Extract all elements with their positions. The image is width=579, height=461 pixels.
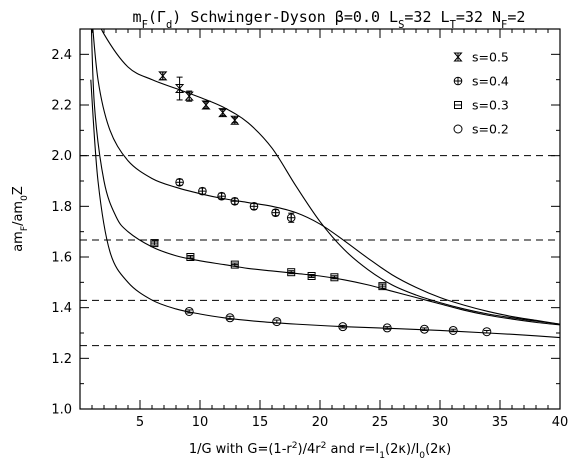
data-point <box>198 186 207 196</box>
data-point <box>249 202 259 211</box>
data-point <box>218 108 228 118</box>
fit-curves <box>90 29 560 339</box>
chart-title: mF(Γd) Schwinger-Dyson β=0.0 LS=32 LT=32… <box>133 8 526 31</box>
data-point <box>230 196 240 206</box>
x-tick-label: 35 <box>492 415 509 430</box>
legend-marker <box>453 124 463 134</box>
data-point <box>448 325 458 335</box>
data-point <box>378 282 387 291</box>
fit-curve <box>90 79 560 339</box>
legend-label: s=0.2 <box>472 122 509 137</box>
tick-labels: 5 10 15 20 25 30 35 40 1.0 1.2 1.4 1.6 1.8 2.0 2.2 2.4 <box>51 48 568 430</box>
data-point <box>482 327 492 337</box>
y-tick-label: 1.4 <box>51 301 72 316</box>
data-point <box>184 91 194 101</box>
legend: s=0.5 s=0.4 s=0.3 s=0.2 <box>453 50 509 137</box>
legend-label: s=0.5 <box>472 50 509 65</box>
y-tick-label: 2.2 <box>51 99 72 114</box>
data-point <box>150 239 159 248</box>
data-point <box>382 323 392 333</box>
y-tick-label: 1.8 <box>51 200 72 215</box>
data-point <box>419 324 429 334</box>
y-tick-label: 1.6 <box>51 251 72 266</box>
x-tick-label: 20 <box>312 415 329 430</box>
x-tick-label: 5 <box>136 415 144 430</box>
data-point <box>287 268 296 277</box>
data-point <box>225 313 235 323</box>
data-point <box>174 84 185 94</box>
fit-curve <box>90 29 560 326</box>
data-point <box>272 317 282 327</box>
x-tick-label: 30 <box>432 415 449 430</box>
data-point <box>217 191 226 201</box>
data-point <box>175 177 184 187</box>
fit-curve <box>100 29 560 325</box>
fit-curve <box>92 29 560 325</box>
data-point <box>184 306 194 316</box>
axis-ticks <box>80 28 561 410</box>
y-tick-label: 2.0 <box>51 149 72 164</box>
data-point <box>338 322 348 332</box>
data-points <box>150 71 492 337</box>
y-tick-label: 1.0 <box>51 403 72 418</box>
data-point <box>286 213 296 223</box>
y-axis-label: amF/am0Z <box>11 186 30 252</box>
legend-marker <box>453 76 463 86</box>
x-axis-label: 1/G with G=(1-r2)/4r2 and r=I1(2κ)/I0(2κ… <box>189 441 451 461</box>
x-tick-label: 25 <box>372 415 389 430</box>
legend-marker <box>453 52 463 62</box>
legend-label: s=0.4 <box>472 74 509 89</box>
legend-marker <box>454 101 462 109</box>
data-point <box>230 115 240 125</box>
legend-label: s=0.3 <box>472 98 509 113</box>
y-tick-label: 2.4 <box>51 48 72 63</box>
data-point <box>330 273 339 282</box>
x-tick-label: 40 <box>552 415 569 430</box>
data-point <box>158 71 168 81</box>
data-point <box>271 208 280 217</box>
data-point <box>186 253 195 261</box>
x-tick-label: 10 <box>192 415 209 430</box>
data-point <box>307 272 316 280</box>
data-point <box>230 260 239 269</box>
reference-lines <box>80 155 560 347</box>
data-point <box>201 100 211 110</box>
y-tick-label: 1.2 <box>51 352 72 367</box>
x-tick-label: 15 <box>252 415 269 430</box>
